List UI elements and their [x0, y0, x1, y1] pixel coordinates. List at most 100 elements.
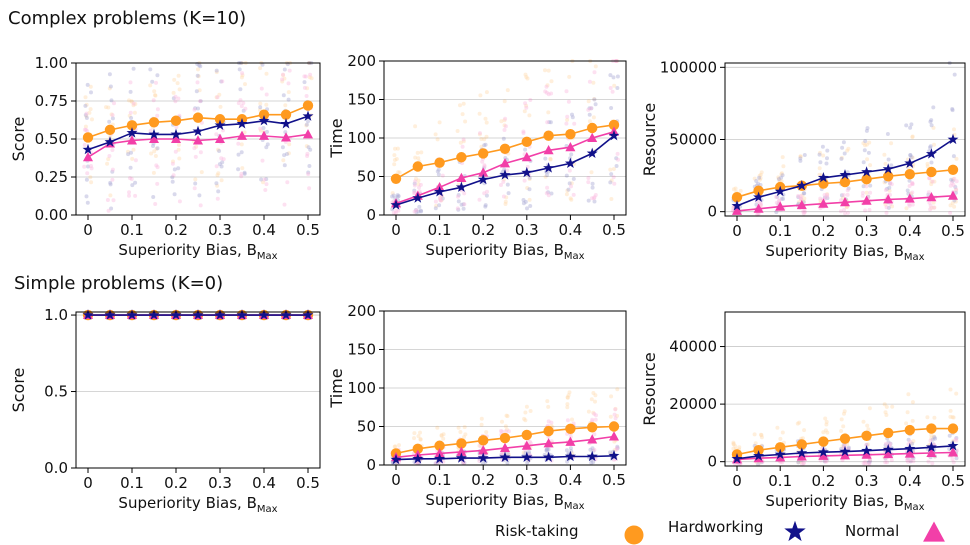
scatter-point [88, 175, 93, 180]
scatter-point [236, 167, 241, 172]
scatter-point [615, 444, 620, 449]
scatter-point [304, 144, 309, 149]
scatter-point [172, 192, 177, 197]
scatter-point [868, 163, 873, 168]
scatter-point [930, 179, 935, 184]
series-point-hardworking [499, 451, 511, 462]
scatter-point [304, 123, 309, 128]
scatter-point [220, 160, 225, 165]
series-point-normal [543, 438, 554, 448]
scatter-point [151, 98, 156, 103]
scatter-point [593, 102, 598, 107]
scatter-point [501, 179, 506, 184]
scatter-point [110, 169, 115, 174]
scatter-point [612, 457, 616, 462]
scatter-point [85, 82, 90, 87]
scatter-point [477, 111, 482, 116]
scatter-point [155, 113, 160, 118]
scatter-point [570, 417, 574, 422]
y-axis-label: Score [9, 117, 28, 162]
x-tick-label: 0.1 [428, 221, 452, 239]
scatter-point [264, 145, 269, 150]
scatter-point [800, 193, 805, 198]
scatter-point [867, 406, 872, 411]
series-point-normal [861, 449, 872, 459]
scatter-point [112, 101, 116, 106]
scatter-point [543, 68, 547, 73]
scatter-point [862, 461, 867, 466]
scatter-point [798, 196, 803, 201]
scatter-point [867, 458, 872, 463]
series-point-hardworking [192, 309, 204, 320]
scatter-point [908, 125, 913, 130]
legend-marker-normal [923, 521, 945, 542]
scatter-point [414, 176, 418, 181]
x-tick-label: 0.2 [471, 221, 495, 239]
scatter-point [884, 210, 889, 215]
scatter-point [569, 197, 574, 202]
scatter-point [525, 76, 530, 81]
scatter-point [258, 128, 263, 133]
scatter-point [216, 189, 221, 194]
scatter-point [456, 425, 461, 430]
scatter-point [258, 105, 263, 110]
x-axis-label: Superiority Bias, BMax [118, 494, 277, 515]
scatter-point [499, 183, 503, 187]
scatter-point [243, 82, 247, 87]
scatter-point [910, 418, 915, 423]
scatter-point [565, 418, 570, 423]
scatter-point [567, 390, 572, 395]
scatter-point [84, 194, 89, 199]
series-point-hardworking [839, 445, 851, 457]
x-tick-label: 0.3 [208, 221, 232, 239]
x-tick-label: 0.1 [768, 472, 792, 490]
scatter-point [501, 194, 506, 199]
scatter-point [286, 81, 291, 86]
scatter-point [177, 87, 182, 92]
scatter-point [592, 196, 596, 201]
series-point-normal [236, 130, 248, 140]
scatter-point [242, 170, 247, 175]
scatter-point [817, 152, 822, 157]
scatter-point [952, 176, 957, 181]
scatter-cloud [390, 59, 620, 216]
series-point-risk-taking [587, 122, 598, 134]
scatter-point [416, 156, 421, 161]
scatter-point [479, 144, 484, 149]
scatter-point [522, 178, 527, 183]
scatter-point [801, 461, 806, 466]
scatter-point [499, 119, 504, 124]
series-point-hardworking [192, 125, 204, 137]
scatter-point [865, 423, 870, 428]
scatter-point [172, 77, 177, 82]
series-point-normal [126, 135, 138, 145]
scatter-point [906, 459, 910, 464]
scatter-point [825, 192, 830, 197]
scatter-point [824, 161, 829, 166]
scatter-point [910, 155, 915, 160]
scatter-point [842, 207, 847, 212]
series-point-normal [608, 431, 620, 441]
scatter-point [395, 146, 400, 151]
scatter-point [527, 175, 532, 180]
scatter-point [841, 140, 846, 145]
series-point-hardworking [861, 166, 873, 177]
scatter-point [263, 188, 268, 192]
scatter-point [733, 444, 738, 449]
scatter-point [926, 190, 931, 195]
scatter-point [214, 181, 219, 186]
y-axis-label: Resource [640, 352, 659, 425]
series-point-normal [818, 450, 829, 460]
scatter-point [608, 167, 613, 172]
scatter-point [925, 415, 930, 420]
scatter-point [954, 436, 959, 440]
scatter-point [503, 202, 508, 206]
series-point-hardworking [817, 446, 829, 457]
scatter-point [548, 120, 553, 125]
scatter-point [818, 196, 823, 201]
scatter-point [521, 201, 526, 206]
scatter-point [840, 444, 845, 449]
scatter-point [568, 156, 573, 161]
series-point-risk-taking [775, 442, 786, 453]
scatter-point [419, 209, 424, 214]
